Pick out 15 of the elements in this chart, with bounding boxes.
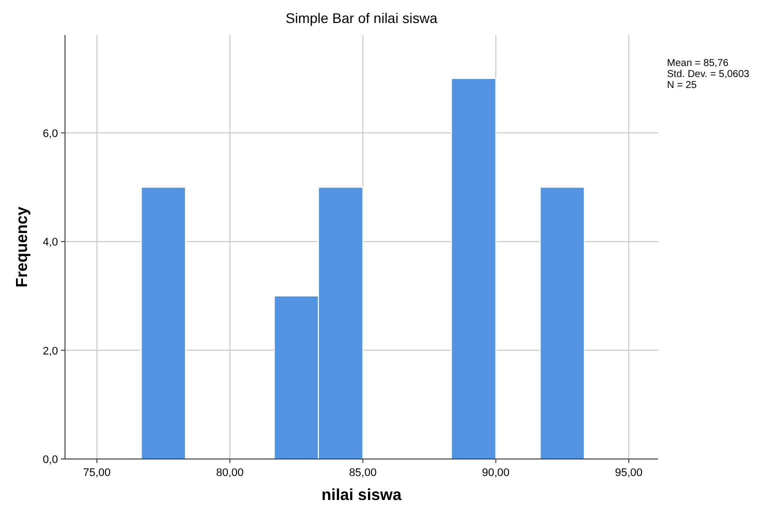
chart-title: Simple Bar of nilai siswa bbox=[286, 10, 438, 26]
text: N = 25 bbox=[667, 80, 698, 91]
text: Mean = 85,76 bbox=[667, 58, 729, 69]
x-tick-label: 85,00 bbox=[349, 467, 377, 479]
x-tick-label: 75,00 bbox=[83, 467, 111, 479]
y-tick-label: 4,0 bbox=[42, 236, 58, 249]
y-tick-label: 0,0 bbox=[42, 454, 58, 466]
y-tick-label: 2,0 bbox=[42, 345, 58, 358]
y-tick-label: 6,0 bbox=[42, 128, 58, 140]
x-axis-title: nilai siswa bbox=[321, 487, 402, 504]
x-tick-label: 95,00 bbox=[614, 467, 643, 479]
y-axis-title: Frequency bbox=[14, 206, 31, 288]
x-tick-label: 90,00 bbox=[482, 467, 510, 479]
x-tick-label: 80,00 bbox=[216, 467, 244, 479]
text: Std. Dev. = 5,0603 bbox=[667, 69, 750, 80]
